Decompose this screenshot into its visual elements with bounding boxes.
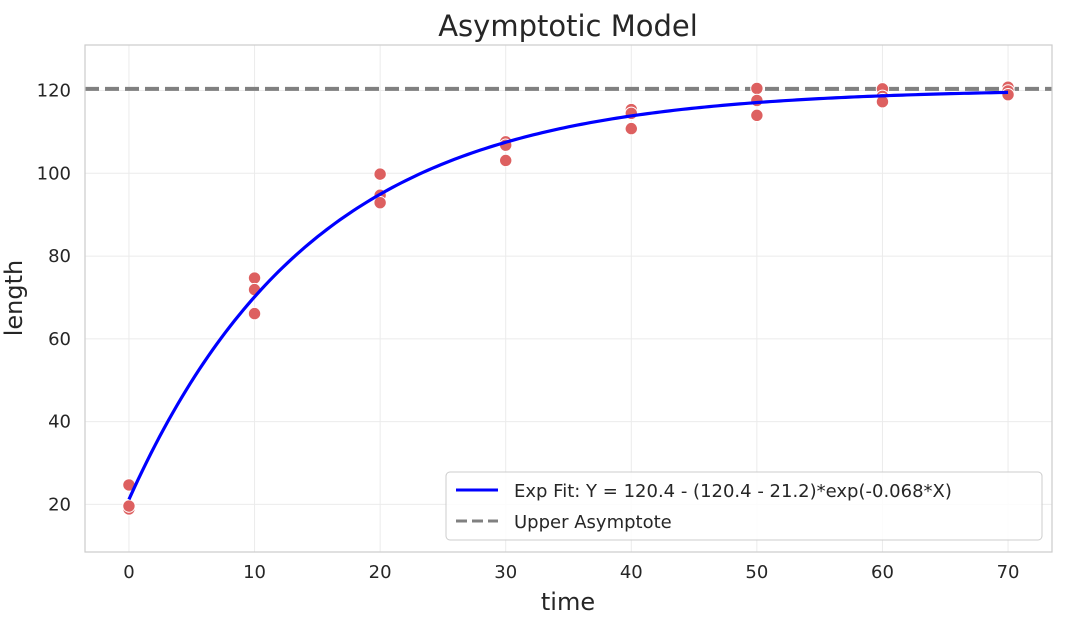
data-point: [1001, 87, 1015, 102]
fit-curve: [127, 90, 1009, 501]
y-tick-label: 20: [48, 494, 71, 515]
data-point: [373, 167, 387, 181]
legend-fit-label: Exp Fit: Y = 120.4 - (120.4 - 21.2)*exp(…: [514, 481, 952, 502]
x-tick-label: 50: [745, 562, 768, 583]
x-tick-label: 40: [620, 562, 643, 583]
x-tick-label: 10: [243, 562, 266, 583]
x-tick-label: 70: [997, 562, 1020, 583]
ticks: 0 10 20 30 40 50 60 70 20 40 60 80 100 120: [37, 81, 1020, 583]
chart-title: Asymptotic Model: [438, 9, 698, 43]
legend-asymptote-label: Upper Asymptote: [514, 512, 672, 533]
data-point: [122, 499, 136, 513]
x-tick-label: 30: [494, 562, 517, 583]
fit-layer: [127, 90, 1009, 501]
x-axis-label: time: [541, 588, 595, 616]
points-layer: [122, 80, 1015, 516]
y-axis-label: length: [0, 260, 28, 337]
data-point: [750, 93, 764, 108]
data-point: [624, 121, 638, 136]
x-tick-label: 20: [369, 562, 392, 583]
data-point: [499, 153, 513, 168]
x-tick-label: 60: [871, 562, 894, 583]
data-point: [247, 271, 262, 285]
data-point: [373, 195, 387, 210]
y-tick-label: 120: [37, 81, 71, 102]
plot-frame: [84, 44, 1053, 553]
legend: Exp Fit: Y = 120.4 - (120.4 - 21.2)*exp(…: [445, 471, 1043, 541]
legend-box: [445, 471, 1043, 541]
y-tick-label: 80: [48, 246, 71, 267]
data-point: [750, 81, 764, 96]
data-point: [750, 108, 764, 123]
y-tick-label: 60: [48, 329, 71, 350]
y-tick-label: 100: [37, 163, 71, 184]
x-tick-label: 0: [123, 562, 134, 583]
y-tick-label: 40: [48, 412, 71, 433]
data-point: [247, 306, 262, 321]
